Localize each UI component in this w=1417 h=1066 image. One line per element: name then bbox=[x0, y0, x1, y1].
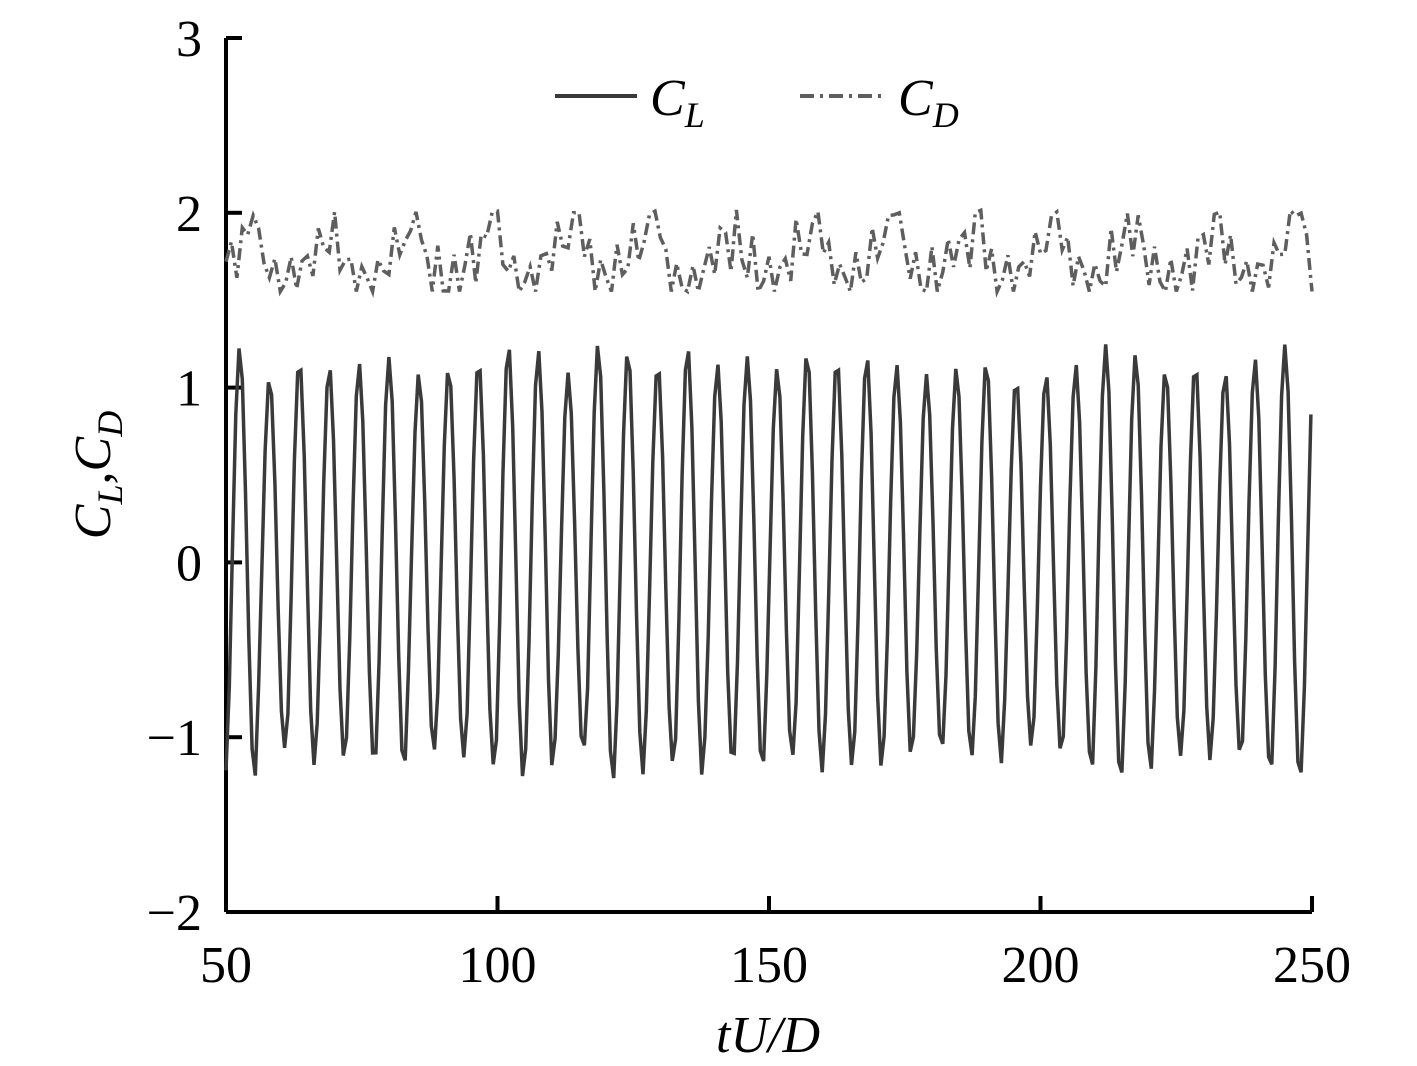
x-tick-label: 250 bbox=[1273, 937, 1351, 994]
y-tick-label: −1 bbox=[147, 710, 202, 767]
y-axis-title: CL,CD bbox=[65, 411, 130, 539]
x-tick-label: 200 bbox=[1002, 937, 1080, 994]
legend: CL CD bbox=[555, 70, 959, 135]
y-tick-label: 2 bbox=[176, 186, 202, 243]
y-tick-label: 1 bbox=[176, 361, 202, 418]
series-layer bbox=[224, 205, 1314, 779]
series-cl-line bbox=[224, 344, 1313, 779]
legend-cl-label: CL bbox=[650, 70, 705, 135]
axes bbox=[224, 36, 1314, 914]
x-tick-label: 50 bbox=[200, 937, 252, 994]
series-cd-line bbox=[224, 205, 1314, 298]
y-tick-label: −2 bbox=[147, 885, 202, 942]
legend-cd-label: CD bbox=[898, 70, 959, 135]
x-tick-label: 100 bbox=[459, 937, 537, 994]
y-tick-label: 3 bbox=[176, 11, 202, 68]
x-axis-title: tU/D bbox=[716, 1007, 820, 1064]
tick-labels: −2 −1 0 1 2 3 50 100 150 200 250 bbox=[147, 11, 1351, 994]
x-tick-label: 150 bbox=[730, 937, 808, 994]
y-tick-label: 0 bbox=[176, 535, 202, 592]
